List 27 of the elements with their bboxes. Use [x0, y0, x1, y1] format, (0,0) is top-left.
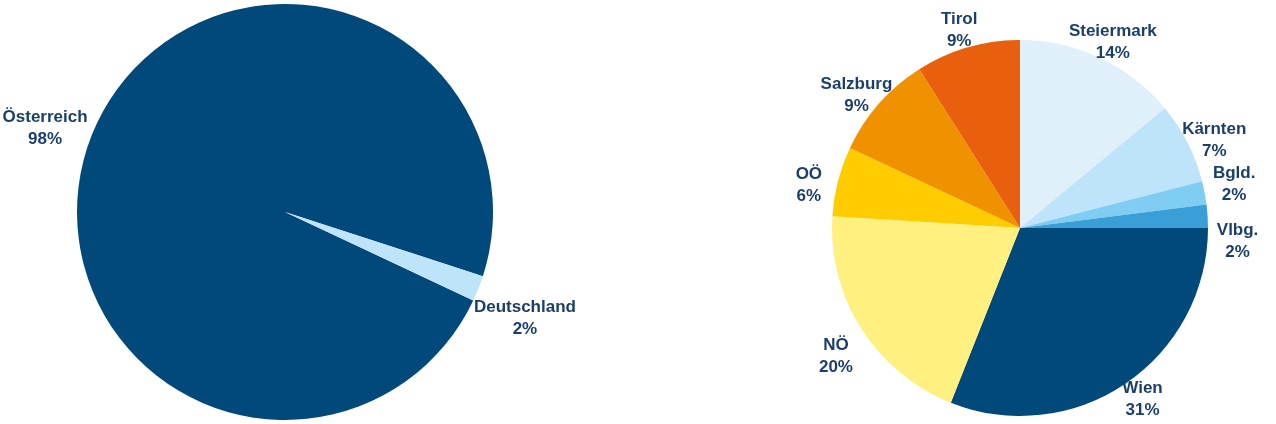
slice-label: OÖ [795, 163, 823, 183]
pie-slice [950, 228, 1208, 416]
slice-label: Steiermark [1068, 20, 1158, 40]
slice-label: Österreich [2, 107, 88, 127]
data-label: 14% [1095, 42, 1130, 62]
data-label: 2% [512, 318, 538, 338]
data-label: 6% [796, 185, 822, 205]
slice-label: Salzburg [820, 73, 893, 93]
pie-slice [1020, 181, 1207, 228]
slice-label: Deutschland [473, 296, 576, 316]
slice-label: Kärnten [1182, 119, 1247, 139]
data-label: 2% [1221, 185, 1247, 205]
pie-slice [1020, 40, 1165, 228]
slice-label: Vlbg. [1216, 220, 1259, 240]
pie-slice [832, 147, 1020, 228]
data-label: 20% [818, 356, 853, 376]
data-label: 9% [946, 30, 972, 50]
slice-label: NÖ [823, 334, 849, 354]
data-label: 9% [844, 95, 869, 115]
slice-label: Wien [1122, 378, 1163, 398]
slice-label: Bgld. [1212, 163, 1256, 183]
slice-label: Tirol [940, 8, 978, 28]
data-label: 7% [1201, 141, 1227, 161]
data-label: 31% [1125, 400, 1160, 420]
data-label: 2% [1225, 242, 1250, 262]
pie-slice [285, 212, 483, 301]
data-label: 98% [28, 129, 63, 149]
